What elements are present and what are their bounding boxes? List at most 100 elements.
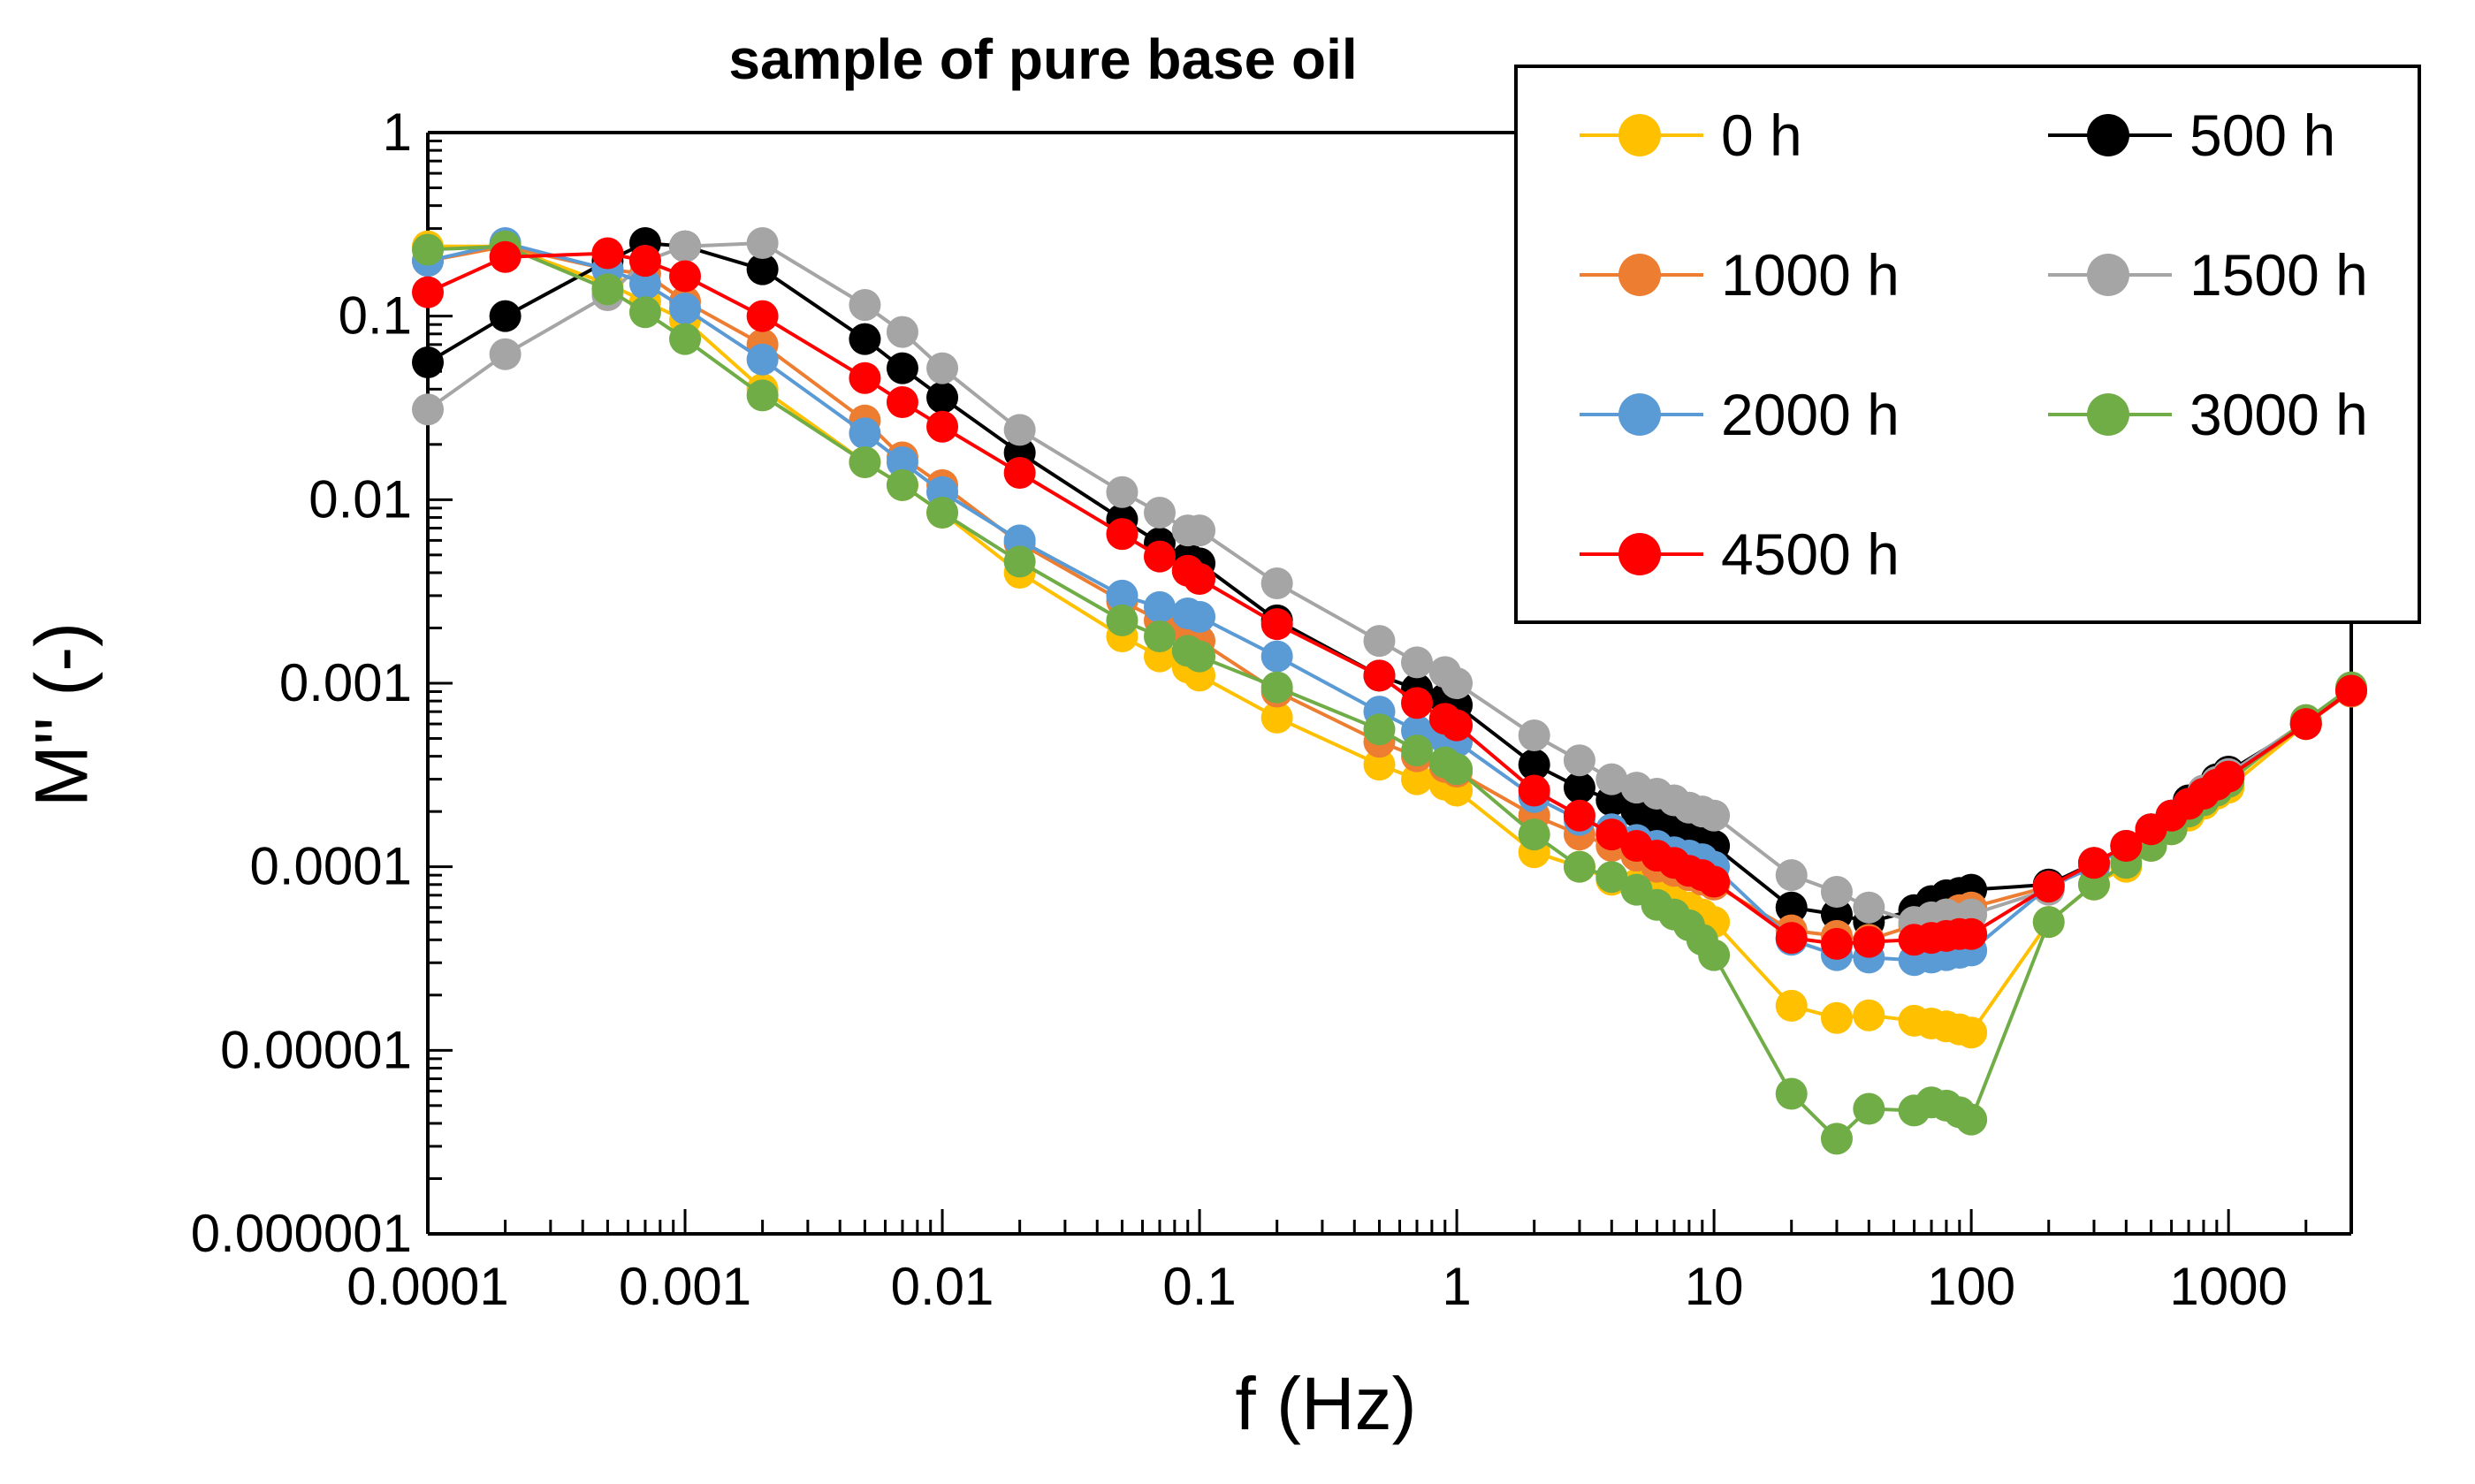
y-axis-label: M'' (-) [19,621,103,808]
data-point [1820,927,1853,960]
legend-marker [1618,114,1661,156]
data-point [1143,496,1176,529]
x-tick-label: 0.1 [1162,1257,1236,1316]
y-tick-label: 0.0001 [249,837,412,896]
data-point [1518,749,1550,781]
data-point [1363,659,1396,692]
data-point [1853,925,1885,958]
data-point [1518,818,1550,851]
data-point [886,468,918,501]
data-point [1441,667,1474,699]
data-point [1106,579,1138,612]
y-tick-label: 0.001 [279,653,412,712]
data-point [746,379,779,412]
data-point [1260,567,1293,600]
data-point [628,296,661,329]
series-4500-h [412,237,2367,960]
axes: 0.0001 0.001 0.01 0.1 1 10 100 1000 1 0.1 0.01 0.00… [191,103,2353,1316]
data-point [489,300,522,332]
data-point [1106,604,1138,636]
data-point [1698,799,1731,832]
data-point [2032,871,2065,903]
legend-label: 500 h [2189,103,2336,168]
data-point [1003,545,1036,578]
data-point [1820,876,1853,909]
data-point [1955,917,1988,950]
data-point [1595,763,1628,795]
data-point [1563,744,1595,777]
data-point [1698,939,1731,971]
data-point [1106,476,1138,508]
data-point [489,240,522,273]
data-point [2289,708,2322,741]
data-point [886,316,918,348]
data-point [1260,671,1293,704]
data-point [1820,1001,1853,1034]
data-point [2335,674,2367,707]
data-point [746,300,779,332]
legend-label: 3000 h [2189,382,2368,447]
data-point [849,417,881,450]
legend-marker [2087,114,2129,156]
legend-label: 2000 h [1721,382,1900,447]
legend-marker [1618,254,1661,296]
data-point [2032,906,2065,939]
data-point [1260,701,1293,734]
data-point [1853,999,1885,1031]
y-tick-label: 0.000001 [191,1204,412,1263]
data-point [746,343,779,376]
data-point [2212,760,2245,793]
data-point [1184,640,1216,673]
data-point [2110,830,2143,863]
y-tick-label: 0.1 [339,286,412,346]
data-point [1401,734,1434,767]
data-point [1184,600,1216,633]
data-point [1143,590,1176,623]
data-point [1775,922,1808,955]
data-point [1775,989,1808,1022]
data-point [1518,774,1550,807]
data-point [1003,456,1036,489]
data-point [489,338,522,370]
data-point [412,233,444,266]
legend-label: 1500 h [2189,242,2368,308]
data-point [2077,847,2110,879]
chart-title: sample of pure base oil [728,27,1358,91]
data-point [1260,608,1293,641]
legend-marker [1618,393,1661,436]
data-point [926,381,959,414]
data-point [886,445,918,478]
data-point [1441,753,1474,786]
data-point [412,346,444,378]
data-point [669,230,702,263]
data-point [926,410,959,443]
data-point [1853,891,1885,924]
data-point [1003,414,1036,446]
data-point [1143,620,1176,652]
data-point [849,289,881,322]
legend-marker [2087,254,2129,296]
data-point [746,253,779,285]
data-point [669,260,702,293]
data-point [746,227,779,260]
data-point [849,323,881,355]
data-point [1563,850,1595,883]
data-point [1363,625,1396,658]
y-tick-label: 0.00001 [220,1020,412,1079]
legend-label: 0 h [1721,103,1802,168]
data-point [1853,1092,1885,1125]
data-point [1595,818,1628,851]
x-tick-label: 0.0001 [346,1257,509,1316]
legend: 0 h 500 h 1000 h 1500 h 2000 h 3000 h 4500 h [1514,65,2421,624]
data-point [669,293,702,325]
legend-label: 4500 h [1721,521,1900,587]
data-point [886,352,918,384]
legend-marker [1618,533,1661,575]
data-point [849,361,881,394]
y-tick-label: 0.01 [308,469,412,529]
data-point [1698,865,1731,898]
data-point [1363,713,1396,746]
series-layer [412,227,2367,1155]
